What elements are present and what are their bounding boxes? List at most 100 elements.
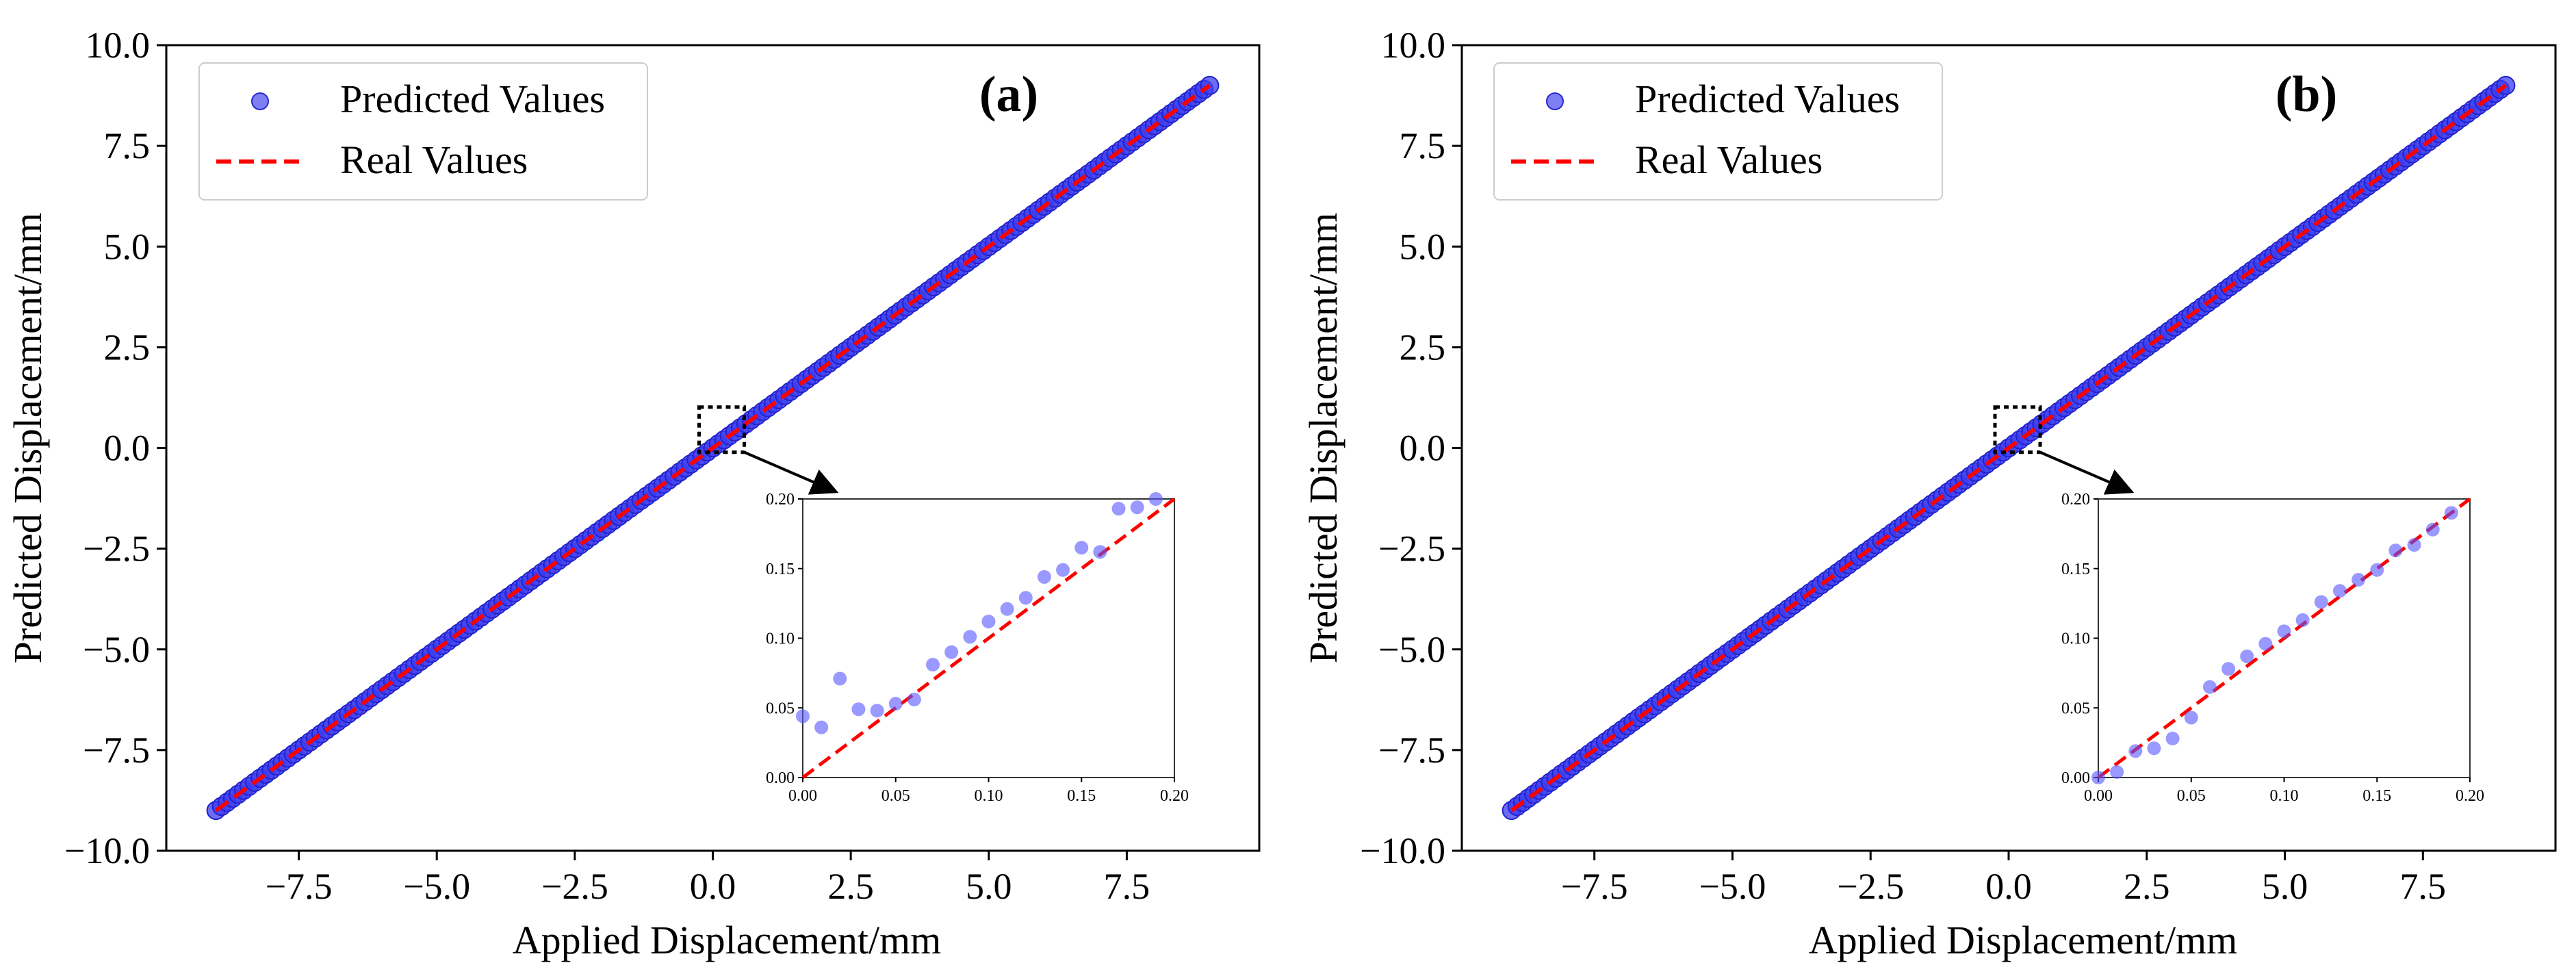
legend-label-predicted: Predicted Values xyxy=(1635,77,1900,121)
zoom-box xyxy=(1993,405,2042,454)
y-axis-title: Predicted Displacement/mm xyxy=(5,213,50,664)
zoom-arrow xyxy=(2039,450,2135,495)
y-tick-label: 0.0 xyxy=(104,428,151,469)
chart-panel-a: Predicted Displacement/mm Applied Displa… xyxy=(5,25,1261,962)
inset-data-point xyxy=(1111,502,1126,516)
inset-data-point xyxy=(1018,591,1033,605)
inset-data-point xyxy=(2388,543,2403,558)
inset-data-point xyxy=(1000,602,1014,616)
y-tick-label: 10.0 xyxy=(1381,25,1446,66)
x-tick-label: 2.5 xyxy=(827,866,874,907)
inset-chart: 0.00 0.05 0.10 0.15 0.20 0.00 0.05 0.10 0.15 0.20 xyxy=(766,491,1189,805)
inset-y-tick-label: 0.10 xyxy=(766,630,795,648)
panel-label: (a) xyxy=(979,66,1038,123)
plot-area xyxy=(165,44,1261,852)
y-tick-label: 7.5 xyxy=(104,125,151,166)
x-axis-title: Applied Displacement/mm xyxy=(513,918,942,962)
inset-data-point xyxy=(888,697,903,711)
inset-y-tick-label: 0.20 xyxy=(2061,491,2090,509)
x-tick-label: −5.0 xyxy=(403,866,470,907)
inset-data-point xyxy=(833,671,847,686)
inset-x-tick-label: 0.05 xyxy=(2177,787,2206,805)
legend: Predicted Values Real Values xyxy=(198,62,648,201)
inset-data-point xyxy=(851,702,866,717)
y-tick-label: −2.5 xyxy=(1378,528,1445,569)
x-tick-label: −2.5 xyxy=(1837,866,1904,907)
inset-data-point xyxy=(907,693,921,707)
legend-frame xyxy=(1493,62,1943,201)
x-tick-label: 0.0 xyxy=(690,866,736,907)
inset-data-point xyxy=(870,704,884,718)
legend-label-predicted: Predicted Values xyxy=(340,77,605,121)
inset-x-tick-label: 0.20 xyxy=(1160,787,1189,805)
inset-x-tick-label: 0.20 xyxy=(2456,787,2484,805)
inset-x-tick-label: 0.15 xyxy=(1067,787,1096,805)
axis-ticks: −7.5 −5.0 −2.5 0.0 2.5 5.0 7.5 −10.0 −7.5 −5.0 −2.… xyxy=(64,25,1150,907)
inset-data-point xyxy=(2165,732,2180,746)
zoom-box xyxy=(697,405,746,454)
zoom-indicator xyxy=(697,405,839,495)
legend-label-real: Real Values xyxy=(340,138,528,182)
x-tick-label: 5.0 xyxy=(2262,866,2308,907)
chart-panel-b: Predicted Displacement/mm Applied Displa… xyxy=(1301,25,2557,962)
inset-x-tick-label: 0.10 xyxy=(2270,787,2299,805)
legend-label-real: Real Values xyxy=(1635,138,1822,182)
inset-x-tick-label: 0.00 xyxy=(2084,787,2113,805)
panel-label: (b) xyxy=(2276,66,2337,123)
y-tick-label: 5.0 xyxy=(104,226,151,267)
x-tick-label: 0.0 xyxy=(1985,866,2032,907)
inset-data-point xyxy=(1130,500,1144,515)
legend-marker-predicted xyxy=(1546,92,1564,110)
zoom-arrow xyxy=(743,450,839,495)
inset-y-tick-label: 0.15 xyxy=(2061,561,2090,578)
y-tick-label: −7.5 xyxy=(1378,730,1445,771)
inset-data-point xyxy=(2277,624,2291,639)
x-tick-label: 2.5 xyxy=(2124,866,2170,907)
inset-data-point xyxy=(2425,522,2440,537)
legend-marker-predicted xyxy=(251,92,269,110)
inset-y-tick-label: 0.00 xyxy=(2061,769,2090,787)
y-tick-label: 2.5 xyxy=(104,326,151,368)
inset-data-point xyxy=(2407,538,2421,552)
inset-data-point xyxy=(2444,506,2458,520)
inset-x-tick-label: 0.00 xyxy=(788,787,817,805)
y-tick-label: 10.0 xyxy=(86,25,151,66)
inset-data-point xyxy=(2314,595,2328,609)
inset-data-point xyxy=(926,658,940,672)
inset-data-point xyxy=(2110,765,2124,779)
inset-data-point xyxy=(2240,649,2254,663)
inset-y-tick-label: 0.05 xyxy=(766,699,795,717)
zoom-indicator xyxy=(1993,405,2135,495)
inset-x-tick-label: 0.15 xyxy=(2362,787,2391,805)
x-tick-label: −7.5 xyxy=(1561,866,1628,907)
y-tick-label: −2.5 xyxy=(83,528,150,569)
plot-area xyxy=(1460,44,2557,852)
inset-data-point xyxy=(981,615,996,629)
y-axis-title: Predicted Displacement/mm xyxy=(1301,213,1345,664)
y-tick-label: −7.5 xyxy=(83,730,150,771)
inset-real-values-line xyxy=(801,497,1176,780)
y-tick-label: −5.0 xyxy=(83,629,150,670)
legend: Predicted Values Real Values xyxy=(1493,62,1943,201)
inset-y-tick-label: 0.20 xyxy=(766,491,795,509)
inset-data-point xyxy=(2128,744,2143,758)
inset-x-tick-label: 0.10 xyxy=(975,787,1003,805)
inset-y-tick-label: 0.15 xyxy=(766,561,795,578)
x-tick-label: −2.5 xyxy=(541,866,608,907)
inset-x-tick-label: 0.05 xyxy=(881,787,910,805)
y-tick-label: 2.5 xyxy=(1400,326,1446,368)
y-tick-label: 0.0 xyxy=(1400,428,1446,469)
axes-frame xyxy=(165,44,1261,852)
y-tick-label: 5.0 xyxy=(1400,226,1446,267)
inset-data-point xyxy=(2147,741,2161,756)
inset-data-point xyxy=(1056,563,1070,577)
x-tick-label: 7.5 xyxy=(2400,866,2447,907)
real-values-line xyxy=(1510,84,2508,812)
x-tick-label: 5.0 xyxy=(966,866,1012,907)
x-axis-title: Applied Displacement/mm xyxy=(1809,918,2238,962)
x-tick-label: −5.0 xyxy=(1699,866,1766,907)
inset-data-point xyxy=(2202,680,2217,694)
inset-data-point xyxy=(1074,541,1089,555)
y-tick-label: 7.5 xyxy=(1400,125,1446,166)
